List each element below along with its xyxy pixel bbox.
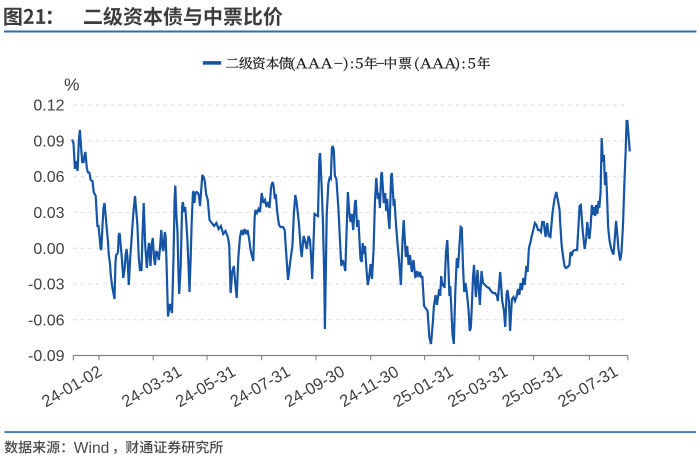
svg-text:Wind: Wind bbox=[74, 440, 110, 456]
svg-text:-0.06: -0.06 bbox=[28, 312, 65, 329]
svg-text:%: % bbox=[64, 75, 80, 95]
svg-text:0.03: 0.03 bbox=[33, 205, 64, 222]
svg-text:-0.03: -0.03 bbox=[28, 277, 65, 294]
svg-text:0.09: 0.09 bbox=[33, 133, 64, 150]
svg-text:0.06: 0.06 bbox=[33, 169, 64, 186]
svg-text:-0.09: -0.09 bbox=[28, 348, 65, 365]
svg-text:0.12: 0.12 bbox=[33, 98, 64, 115]
svg-text:0.00: 0.00 bbox=[33, 241, 64, 258]
